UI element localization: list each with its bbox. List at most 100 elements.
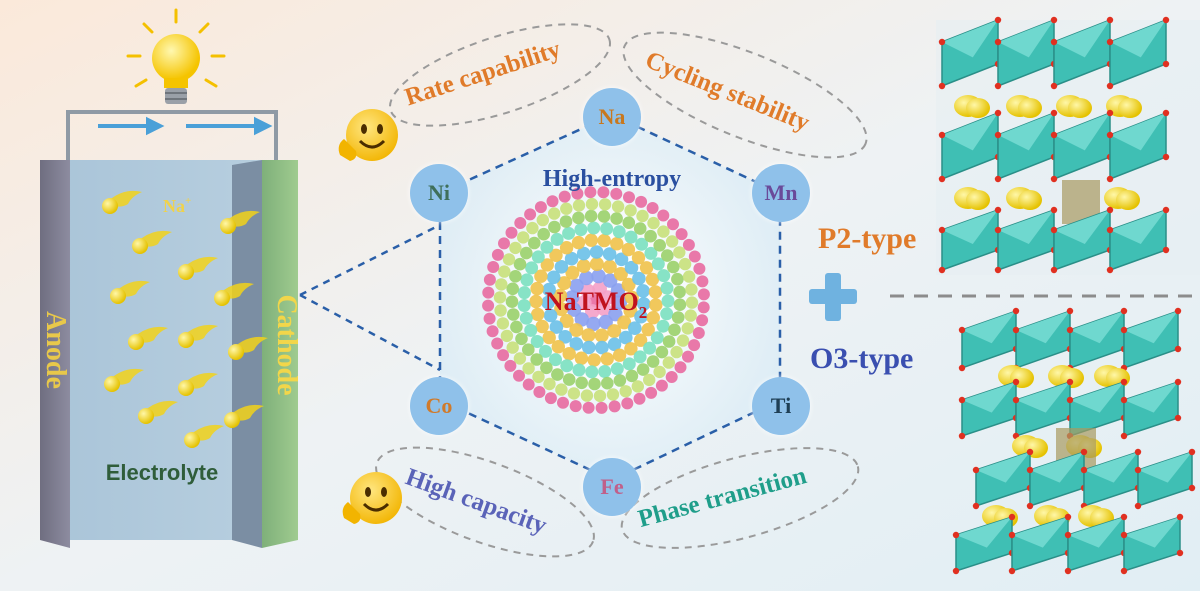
entropy-particle <box>646 355 660 368</box>
sodium-ion <box>184 424 224 448</box>
entropy-particle <box>559 215 573 228</box>
entropy-particle <box>623 303 638 318</box>
entropy-particle <box>682 238 695 251</box>
smiley-thumbs-up-icon <box>342 472 402 524</box>
entropy-particle <box>544 392 557 405</box>
entropy-particle <box>580 283 596 299</box>
entropy-particle <box>665 235 679 248</box>
entropy-particle <box>600 290 615 305</box>
anode-plate <box>40 160 70 548</box>
entropy-particle <box>557 396 569 409</box>
entropy-particle <box>697 301 710 314</box>
entropy-particle <box>607 337 622 352</box>
octahedron <box>1106 109 1170 183</box>
entropy-particle <box>497 349 510 362</box>
entropy-particle <box>633 222 647 235</box>
entropy-particle <box>648 285 663 299</box>
octahedron <box>958 378 1020 440</box>
entropy-particle <box>543 308 558 323</box>
sodium-ion <box>178 372 218 396</box>
entropy-particle <box>566 302 582 317</box>
entropy-particle <box>496 317 510 330</box>
octahedron <box>1012 378 1074 440</box>
entropy-particle <box>510 320 523 334</box>
entropy-particle <box>682 270 696 283</box>
entropy-particle <box>644 246 658 260</box>
entropy-particle <box>491 248 504 261</box>
entropy-particle <box>540 258 554 272</box>
entropy-particle <box>665 371 678 383</box>
entropy-particle <box>581 328 596 343</box>
entropy-particle <box>661 294 675 308</box>
entropy-particle <box>584 233 598 247</box>
entropy-particle <box>608 400 621 413</box>
entropy-particle <box>653 365 666 379</box>
entropy-particle <box>487 261 500 273</box>
entropy-particle <box>582 401 595 414</box>
octahedron <box>1134 448 1196 510</box>
entropy-particle <box>569 400 582 413</box>
element-ni: Ni <box>410 164 468 222</box>
entropy-particle <box>575 376 588 390</box>
entropy-particle <box>560 359 574 373</box>
entropy-particle <box>530 335 544 348</box>
entropy-particle <box>569 278 584 293</box>
entropy-particle <box>635 195 648 208</box>
sodium-site <box>954 187 990 210</box>
entropy-particle <box>598 365 612 378</box>
entropy-particle <box>531 307 545 322</box>
sodium-ion <box>228 336 268 360</box>
entropy-particle <box>624 204 637 217</box>
entropy-particle <box>685 283 698 296</box>
entropy-particle <box>530 281 544 296</box>
entropy-particle <box>673 246 686 259</box>
entropy-particle <box>607 324 622 339</box>
entropy-particle <box>586 316 601 332</box>
entropy-particle <box>531 250 545 264</box>
circuit-wire <box>66 110 278 162</box>
octahedron <box>972 448 1034 510</box>
entropy-particle <box>562 226 576 240</box>
entropy-particle <box>676 334 690 347</box>
entropy-particle <box>641 322 655 337</box>
entropy-particle <box>613 374 627 387</box>
sodium-ion <box>220 210 260 234</box>
entropy-particle <box>507 308 520 321</box>
sodium-ion <box>110 280 150 304</box>
entropy-particle <box>520 246 533 260</box>
entropy-particle <box>584 186 597 199</box>
entropy-particle <box>591 268 606 284</box>
octahedron <box>1050 206 1114 274</box>
entropy-particle <box>572 211 585 225</box>
entropy-particle <box>657 225 670 238</box>
entropy-particle <box>647 216 660 230</box>
high-entropy-label: High-entropy <box>543 166 681 192</box>
entropy-particle <box>633 333 648 347</box>
cathode-plate <box>262 160 298 548</box>
entropy-particle <box>571 235 586 250</box>
octahedron <box>938 16 1002 90</box>
entropy-particle <box>576 259 591 274</box>
entropy-particle <box>564 251 579 266</box>
entropy-particle <box>682 350 694 363</box>
plus-icon <box>809 273 857 321</box>
entropy-particle <box>597 186 610 199</box>
entropy-particle <box>526 221 539 235</box>
p2-type-label: P2-type <box>818 222 917 255</box>
entropy-particle <box>619 385 632 398</box>
entropy-particle <box>517 299 531 312</box>
entropy-particle <box>631 251 646 265</box>
entropy-particle <box>597 210 611 223</box>
entropy-particle <box>636 284 650 298</box>
entropy-particle <box>697 288 710 301</box>
entropy-particle <box>574 223 588 237</box>
sodium-site <box>1056 95 1092 118</box>
entropy-particle <box>494 304 507 317</box>
entropy-particle <box>498 237 510 250</box>
entropy-particle <box>528 236 541 250</box>
entropy-particle <box>685 296 699 309</box>
entropy-particle <box>555 383 568 396</box>
entropy-particle <box>587 221 601 235</box>
element-co: Co <box>410 377 468 435</box>
entropy-particle <box>600 222 614 236</box>
